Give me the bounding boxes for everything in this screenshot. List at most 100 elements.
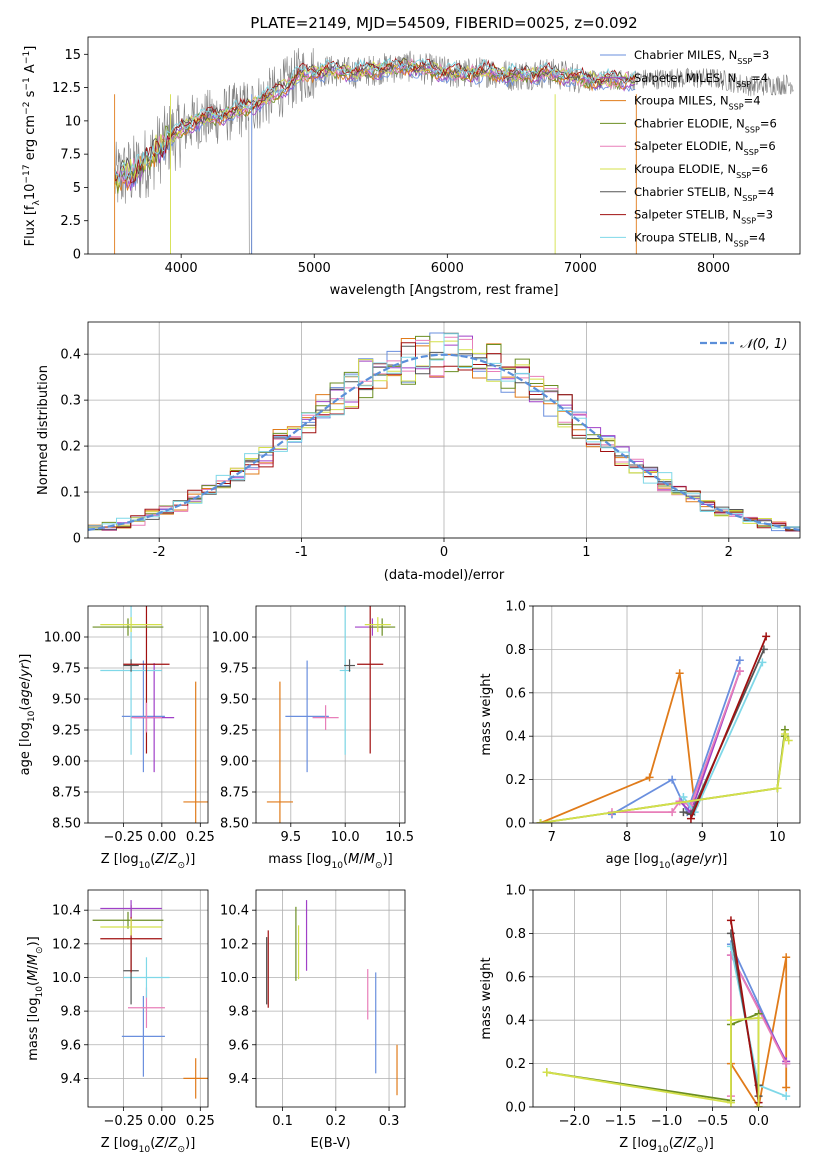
y-tick-label: 9.8 xyxy=(228,1005,249,1020)
x-tick-label: 0.3 xyxy=(379,1114,400,1129)
y-tick-label: 10 xyxy=(64,114,81,129)
y-tick-label: 0.6 xyxy=(505,686,526,701)
point-chabrier-stelib xyxy=(344,659,355,672)
axes-frame xyxy=(532,889,801,1108)
x-tick-label: 9 xyxy=(698,830,706,845)
x-axis-label: Z [log10(Z/Z⊙)] xyxy=(619,1136,714,1155)
legend-entry: Salpeter MILES, NSSP=4 xyxy=(634,71,768,89)
x-tick-label: 0.1 xyxy=(272,1114,293,1129)
normal-curve xyxy=(88,353,800,531)
y-tick-label: 15 xyxy=(64,48,81,63)
scatter-panel-6: 0.1 0.2 0.3 9.4 9.6 9.8 10.0 10.2 10.4 E(B-V) xyxy=(220,889,406,1151)
y-tick-label: 8.50 xyxy=(220,817,249,832)
y-tick-label: 9.8 xyxy=(60,1005,81,1020)
x-axis-label: mass [log10(M/M⊙)] xyxy=(268,852,392,871)
y-tick-label: 0.4 xyxy=(505,1014,526,1029)
y-tick-label: 10.4 xyxy=(220,904,249,919)
y-tick-label: 0 xyxy=(73,248,81,263)
series-line xyxy=(546,1017,760,1107)
weight-lines xyxy=(536,632,793,823)
series-kroupa-elodie xyxy=(536,730,793,823)
x-tick-label: −2.0 xyxy=(559,1114,591,1129)
y-tick-label: 0.4 xyxy=(505,730,526,745)
error-bars xyxy=(92,900,208,1099)
weight-panel-4: 7 8 9 10 0.0 0.2 0.4 0.6 0.8 1.0 age [log10(age/yr… xyxy=(479,600,801,871)
x-tick-label: 7 xyxy=(548,830,556,845)
y-axis-label: mass [log10(M/M⊙)] xyxy=(26,936,45,1060)
model-spectrum-salpeter-miles xyxy=(114,63,636,191)
x-axis-label: Z [log10(Z/Z⊙)] xyxy=(101,852,196,871)
series-marker xyxy=(726,916,735,925)
legend: Chabrier MILES, NSSP=3 Salpeter MILES, NS… xyxy=(600,48,777,248)
series-marker xyxy=(782,1092,791,1101)
y-tick-label: 10.00 xyxy=(44,631,81,646)
series-kroupa-elodie xyxy=(542,1014,763,1107)
y-tick-label: 0.1 xyxy=(60,486,81,501)
error-bars xyxy=(266,606,396,823)
x-tick-label: 0 xyxy=(440,545,448,560)
series-marker xyxy=(679,808,688,817)
x-tick-label: 0.25 xyxy=(186,830,215,845)
series-chabrier-miles xyxy=(607,656,744,819)
series-marker xyxy=(686,814,695,823)
series-marker xyxy=(758,658,767,667)
y-tick-label: 0.6 xyxy=(505,970,526,985)
series-marker xyxy=(782,953,791,962)
error-bars xyxy=(266,900,398,1096)
y-tick-label: 9.50 xyxy=(220,693,249,708)
series-line xyxy=(540,673,696,823)
series-line xyxy=(540,729,786,823)
series-marker xyxy=(735,656,744,665)
y-axis-label: mass weight xyxy=(479,957,494,1039)
y-tick-label: 9.25 xyxy=(220,724,249,739)
y-tick-label: 9.75 xyxy=(220,662,249,677)
y-tick-label: 0.0 xyxy=(505,1101,526,1116)
point-kroupa-miles xyxy=(266,681,293,823)
x-tick-label: 10.5 xyxy=(385,830,414,845)
x-tick-label: −0.25 xyxy=(103,830,143,845)
chart-title: PLATE=2149, MJD=54509, FIBERID=0025, z=0… xyxy=(250,14,637,32)
axes-frame xyxy=(255,889,406,1108)
y-tick-label: 10.00 xyxy=(212,631,249,646)
series-marker xyxy=(668,775,677,784)
x-tick-label: −1.5 xyxy=(605,1114,637,1129)
point-chabrier-elodie xyxy=(92,618,164,636)
histograms xyxy=(88,332,800,532)
point-kroupa-miles xyxy=(183,681,208,823)
x-axis-label: age [log10(age/yr)] xyxy=(606,852,728,871)
weight-panel-7: −2.0 −1.5 −1.0 −0.5 0.0 0.0 0.2 0.4 0.6 0.8 1.0 Z [… xyxy=(479,884,801,1155)
x-tick-label: −0.25 xyxy=(103,1114,143,1129)
point-chabrier-stelib xyxy=(123,659,139,672)
series-line xyxy=(546,1012,760,1107)
y-tick-label: 0.8 xyxy=(505,643,526,658)
y-tick-label: 10.0 xyxy=(52,971,81,986)
series-marker xyxy=(780,730,789,739)
axes-frame xyxy=(532,605,801,824)
x-tick-label: 9.5 xyxy=(280,830,301,845)
series-line xyxy=(690,636,768,820)
x-axis-label: E(B-V) xyxy=(310,1136,350,1151)
series-marker xyxy=(726,1098,735,1107)
scatter-panel-3: 9.5 10.0 10.5 8.50 8.75 9.00 9.25 9.50 9.75 10.00… xyxy=(212,605,414,871)
y-tick-label: 9.6 xyxy=(60,1038,81,1053)
y-tick-label: 5 xyxy=(73,181,81,196)
y-tick-label: 0.3 xyxy=(60,394,81,409)
axes-frame xyxy=(87,36,801,255)
point-kroupa-stelib xyxy=(123,957,170,998)
y-axis-label: Normed distribution xyxy=(36,365,51,495)
scatter-panel-2: −0.25 0.00 0.25 8.50 8.75 9.00 9.25 9.50 9.75 10.… xyxy=(18,605,215,871)
y-tick-label: 8.75 xyxy=(220,786,249,801)
series-marker xyxy=(726,951,735,960)
legend-entry: Chabrier MILES, NSSP=3 xyxy=(634,48,769,66)
series-marker xyxy=(726,1016,735,1025)
scatter-panel-5: −0.25 0.00 0.25 9.4 9.6 9.8 10.0 10.2 10.4 Z [log… xyxy=(26,889,215,1155)
x-tick-label: 0.2 xyxy=(325,1114,346,1129)
y-tick-label: 0.2 xyxy=(60,440,81,455)
x-tick-label: 1 xyxy=(582,545,590,560)
model-spectrum-kroupa-stelib xyxy=(114,57,636,182)
legend-entry: Kroupa MILES, NSSP=4 xyxy=(634,94,761,112)
series-salpeter-elodie xyxy=(607,667,744,817)
legend-entry: Chabrier STELIB, NSSP=4 xyxy=(634,185,774,203)
axes-frame xyxy=(87,321,801,539)
residual-panel: -2 -1 0 1 2 0 0.1 0.2 0.3 0.4 (data-model)/error No… xyxy=(36,321,801,583)
